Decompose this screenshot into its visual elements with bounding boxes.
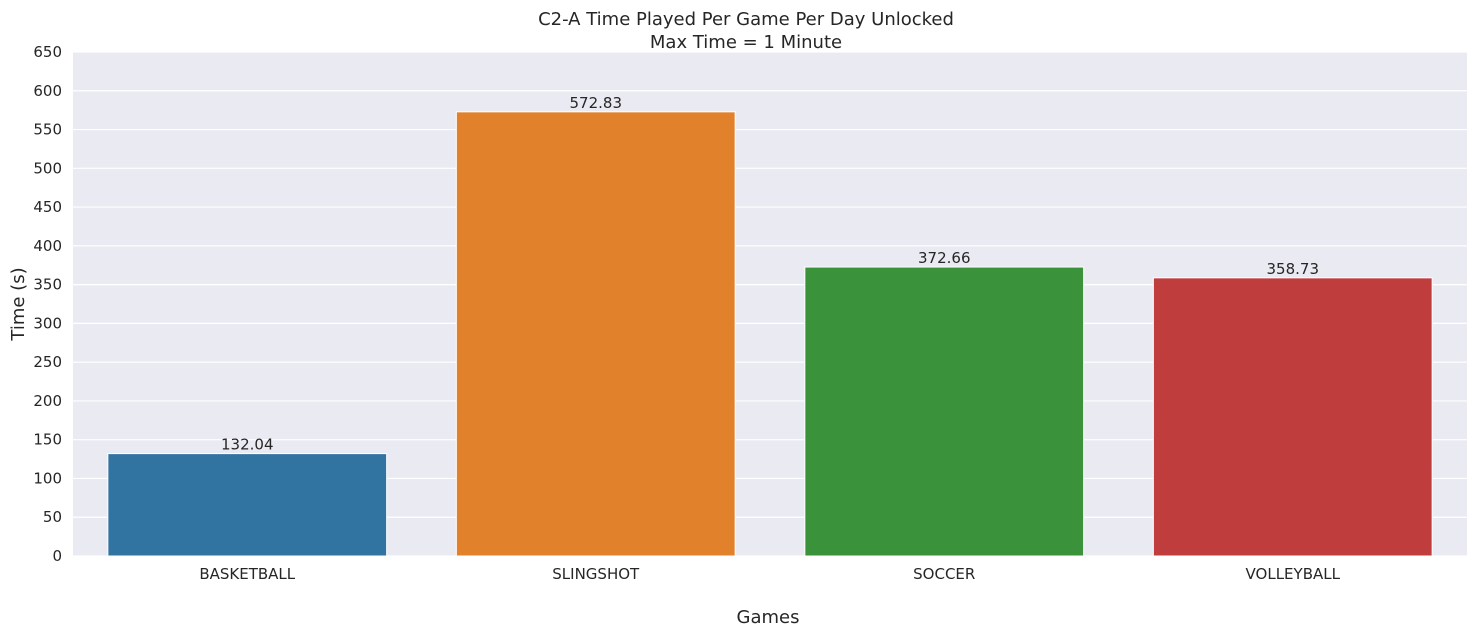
y-tick-label: 100 [33,469,62,487]
y-tick-label: 500 [33,159,62,177]
x-axis-label: Games [737,607,800,628]
y-axis-ticks: 0 50 100 150 200 250 300 350 400 450 500 550 600 650 [33,43,62,565]
bar-slingshot [455,111,736,557]
data-labels: 132.04 572.83 372.66 358.73 [221,94,1319,454]
x-tick-label: SLINGSHOT [552,565,640,583]
bar-basketball [107,453,388,557]
y-tick-label: 550 [33,121,62,139]
y-tick-label: 0 [52,547,62,565]
bar-volleyball [1152,277,1433,557]
bar-soccer [804,266,1085,557]
x-tick-label: SOCCER [913,565,975,583]
y-axis-label: Time (s) [8,267,29,341]
data-label-soccer: 372.66 [918,249,971,267]
y-tick-label: 400 [33,237,62,255]
bars [107,111,1433,557]
chart-subtitle: Max Time = 1 Minute [650,32,842,53]
data-label-basketball: 132.04 [221,436,274,454]
data-label-volleyball: 358.73 [1267,260,1320,278]
x-tick-label: VOLLEYBALL [1246,565,1341,583]
data-label-slingshot: 572.83 [570,94,623,112]
x-axis-ticks: BASKETBALL SLINGSHOT SOCCER VOLLEYBALL [199,565,1340,583]
y-tick-label: 50 [43,508,62,526]
y-tick-label: 300 [33,314,62,332]
y-tick-label: 200 [33,392,62,410]
y-tick-label: 250 [33,353,62,371]
chart-title: C2-A Time Played Per Game Per Day Unlock… [538,9,954,30]
y-tick-label: 450 [33,198,62,216]
y-tick-label: 150 [33,431,62,449]
y-tick-label: 350 [33,276,62,294]
y-tick-label: 600 [33,82,62,100]
x-tick-label: BASKETBALL [199,565,295,583]
y-tick-label: 650 [33,43,62,61]
